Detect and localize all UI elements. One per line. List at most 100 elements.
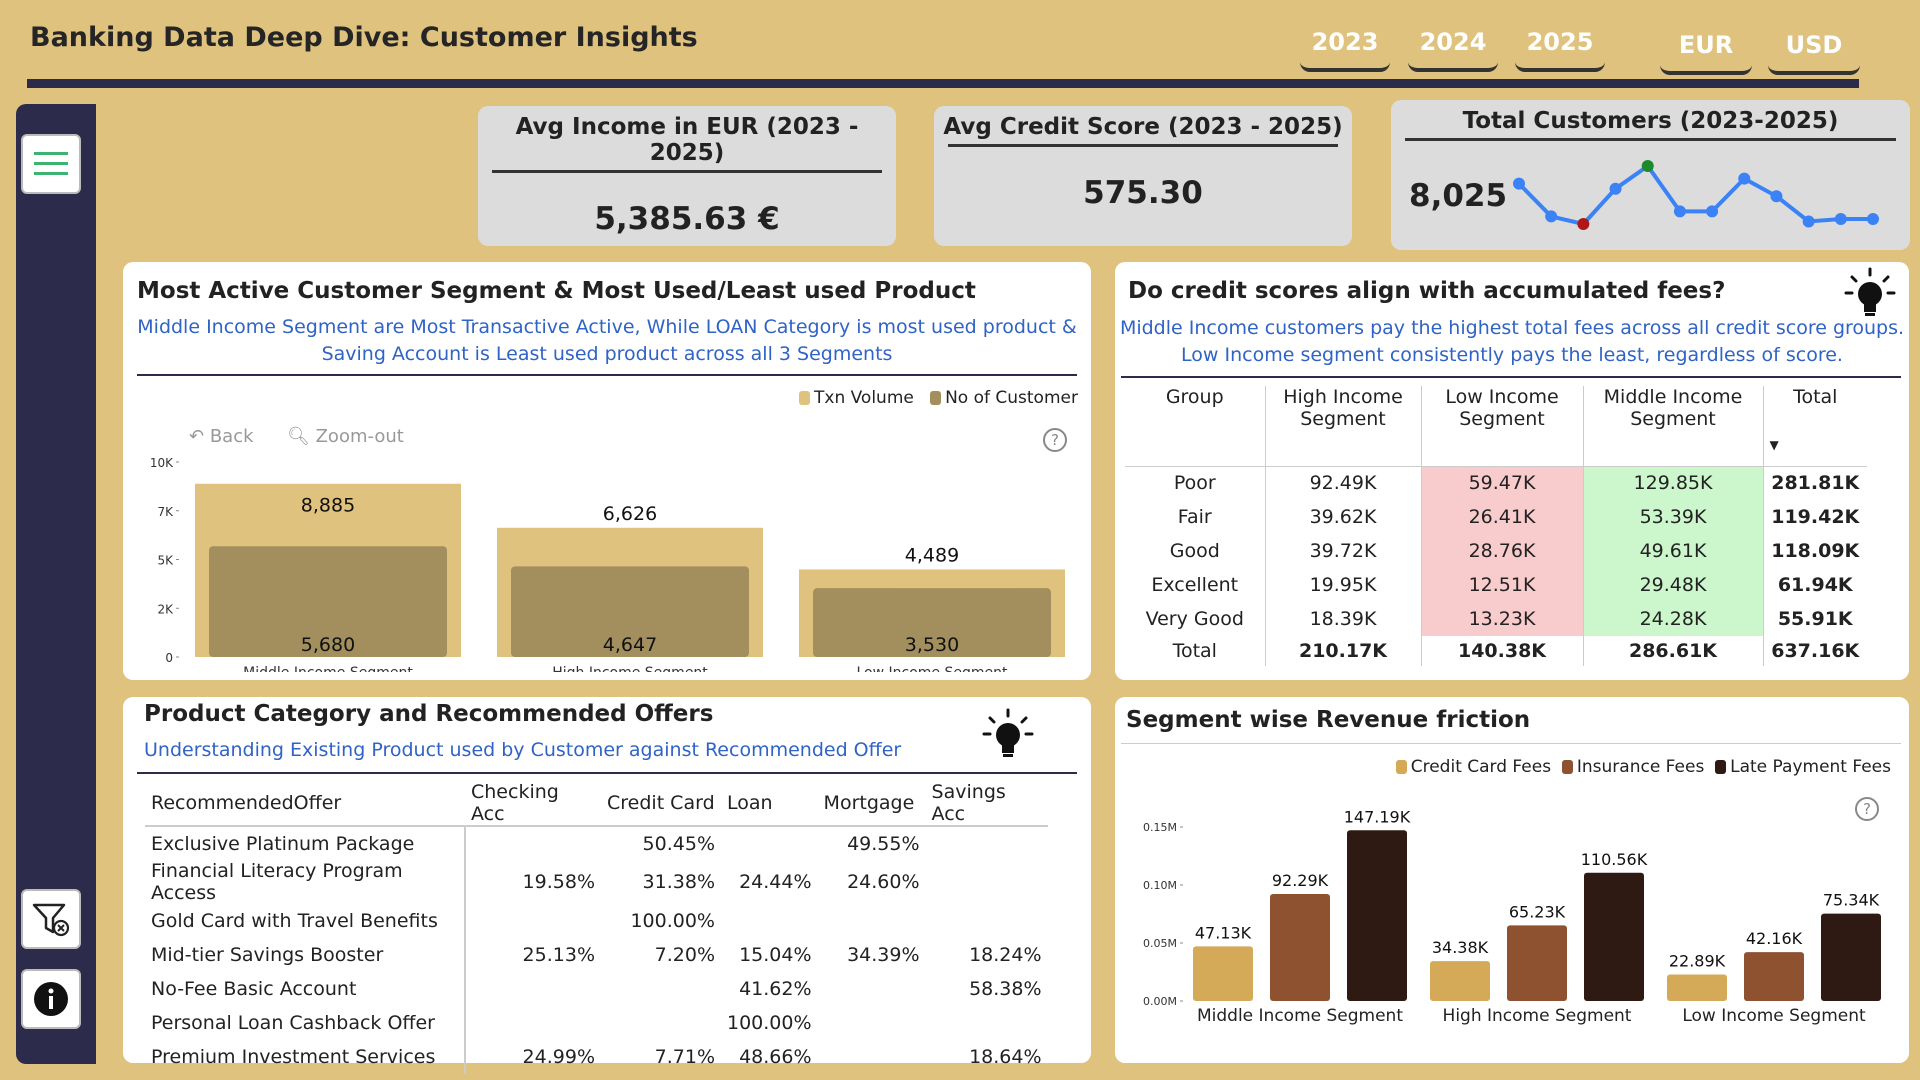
revenue-bar-label: 42.16K — [1746, 929, 1803, 948]
revenue-bar[interactable] — [1430, 961, 1490, 1001]
clear-filter-button[interactable] — [21, 889, 81, 949]
offer-percent-cell — [818, 1040, 926, 1074]
help-icon[interactable]: ? — [1855, 797, 1879, 821]
kpi-avg-credit-value: 575.30 — [1083, 175, 1203, 211]
revenue-bar-label: 47.13K — [1195, 923, 1252, 942]
segment-bar-chart: 0 2K 5K 7K 10K 8,885 5,680 Middle Income Segmen… — [150, 456, 1065, 672]
kpi-avg-income-card: Avg Income in EUR (2023 - 2025) 5,385.63… — [478, 106, 896, 246]
txn-volume-label: 4,489 — [905, 544, 959, 566]
fees-cell: 29.48K — [1583, 568, 1764, 602]
zoom-out-label: Zoom-out — [315, 426, 404, 447]
fees-cell: 39.72K — [1265, 534, 1422, 568]
customer-count-bar[interactable] — [511, 566, 749, 657]
revenue-bar[interactable] — [1667, 974, 1727, 1001]
offer-percent-cell — [465, 972, 601, 1006]
offers-table-row: Gold Card with Travel Benefits 100.00% — [145, 904, 1048, 938]
segment-subtitle-line2: Saving Account is Least used product acr… — [321, 343, 893, 365]
sparkline-point[interactable] — [1641, 160, 1654, 172]
zoom-out-button[interactable]: 🔍︎ Zoom-out — [287, 426, 404, 447]
category-label: Low Income Segment — [857, 665, 1008, 672]
legend-txn-label: Txn Volume — [814, 388, 914, 408]
offers-table-row: Mid-tier Savings Booster 25.13% 7.20% 15.04… — [145, 938, 1048, 972]
offer-percent-cell — [465, 825, 601, 860]
fees-card: Do credit scores align with accumulated … — [1115, 262, 1909, 680]
fees-cell: 19.95K — [1265, 568, 1422, 602]
y-tick-label: 0.05M — [1143, 937, 1177, 950]
legend-late-label: Late Payment Fees — [1730, 757, 1891, 777]
offers-col-loan[interactable]: Loan — [727, 792, 773, 814]
fees-cell: 26.41K — [1421, 500, 1584, 534]
revenue-bar-label: 92.29K — [1272, 871, 1329, 890]
fees-cell: 18.39K — [1265, 602, 1422, 636]
offers-table-body: Exclusive Platinum Package 50.45% 49.55% Fi… — [145, 825, 1048, 1074]
sparkline-point[interactable] — [1834, 212, 1847, 225]
fees-total-cell: 210.17K — [1265, 636, 1422, 666]
customer-count-bar[interactable] — [209, 546, 447, 657]
back-button[interactable]: ↶ Back — [189, 426, 254, 447]
currency-eur-button[interactable]: EUR — [1660, 25, 1752, 75]
offer-percent-cell: 18.24% — [969, 944, 1042, 966]
fees-cell: 92.49K — [1265, 465, 1422, 500]
kpi-avg-income-title: Avg Income in EUR (2023 - 2025) — [515, 114, 859, 166]
sparkline-point[interactable] — [1867, 212, 1879, 225]
lightbulb-icon — [982, 708, 1034, 757]
fees-cell: 13.23K — [1421, 602, 1584, 636]
fees-col-low[interactable]: Low Income Segment — [1421, 386, 1584, 466]
revenue-bar[interactable] — [1744, 952, 1804, 1001]
menu-button[interactable] — [21, 134, 81, 194]
revenue-bar[interactable] — [1347, 830, 1407, 1001]
customer-count-label: 4,647 — [603, 634, 657, 656]
offers-col-credit[interactable]: Credit Card — [607, 792, 715, 814]
revenue-bar[interactable] — [1270, 893, 1330, 1001]
sparkline-point[interactable] — [1738, 172, 1751, 185]
fees-total-cell: 637.16K — [1771, 640, 1860, 662]
fees-col-group[interactable]: Group — [1125, 386, 1266, 466]
fees-col-total[interactable]: Total ▼ — [1763, 386, 1867, 466]
sparkline-point[interactable] — [1770, 190, 1783, 203]
year-2024-button[interactable]: 2024 — [1408, 22, 1498, 72]
fees-cell: 59.47K — [1421, 465, 1584, 500]
fees-cell: 55.91K — [1777, 608, 1853, 630]
year-2025-button[interactable]: 2025 — [1515, 22, 1605, 72]
page-title: Banking Data Deep Dive: Customer Insight… — [30, 22, 698, 53]
fees-subtitle-line1: Middle Income customers pay the highest … — [1119, 317, 1905, 339]
offer-percent-cell: 19.58% — [522, 871, 595, 893]
offers-col-checking[interactable]: Checking Acc — [471, 781, 559, 825]
lightbulb-icon — [1844, 267, 1896, 316]
offers-col-offer[interactable]: RecommendedOffer — [151, 792, 342, 814]
legend-insurance-swatch — [1561, 760, 1573, 774]
fees-cell: 28.76K — [1421, 534, 1584, 568]
sparkline-point[interactable] — [1513, 177, 1525, 190]
sort-desc-icon[interactable]: ▼ — [1769, 438, 1779, 452]
offer-percent-cell: 15.04% — [739, 944, 812, 966]
fees-col-high[interactable]: High Income Segment — [1265, 386, 1422, 466]
info-button[interactable] — [21, 969, 81, 1029]
help-icon[interactable]: ? — [1043, 428, 1067, 452]
revenue-bar[interactable] — [1507, 925, 1567, 1001]
category-label: High Income Segment — [552, 665, 708, 672]
sparkline-point[interactable] — [1706, 205, 1719, 218]
sparkline-point[interactable] — [1545, 210, 1558, 223]
sparkline-point[interactable] — [1673, 205, 1686, 218]
offer-percent-cell — [818, 904, 926, 938]
customer-count-bar[interactable] — [813, 588, 1051, 657]
currency-usd-button[interactable]: USD — [1768, 25, 1860, 75]
customer-count-label: 3,530 — [905, 634, 959, 656]
offer-percent-cell — [601, 1006, 721, 1040]
offer-percent-cell: 18.64% — [969, 1046, 1042, 1068]
offer-name-cell: Mid-tier Savings Booster — [145, 938, 466, 972]
revenue-bar[interactable] — [1584, 872, 1644, 1001]
sparkline-point[interactable] — [1802, 215, 1815, 228]
revenue-bar[interactable] — [1821, 913, 1881, 1001]
fees-col-middle[interactable]: Middle Income Segment — [1583, 386, 1764, 466]
offers-col-savings[interactable]: Savings Acc — [931, 781, 1006, 825]
offers-col-mortgage[interactable]: Mortgage — [823, 792, 915, 814]
sparkline-point[interactable] — [1609, 182, 1622, 195]
year-2023-button[interactable]: 2023 — [1300, 22, 1390, 72]
revenue-bar[interactable] — [1193, 946, 1253, 1001]
offer-percent-cell: 48.66% — [739, 1046, 812, 1068]
offer-percent-cell — [721, 825, 818, 860]
category-label: Low Income Segment — [1682, 1006, 1866, 1026]
fees-cell: 119.42K — [1771, 506, 1860, 528]
sparkline-point[interactable] — [1577, 218, 1590, 230]
